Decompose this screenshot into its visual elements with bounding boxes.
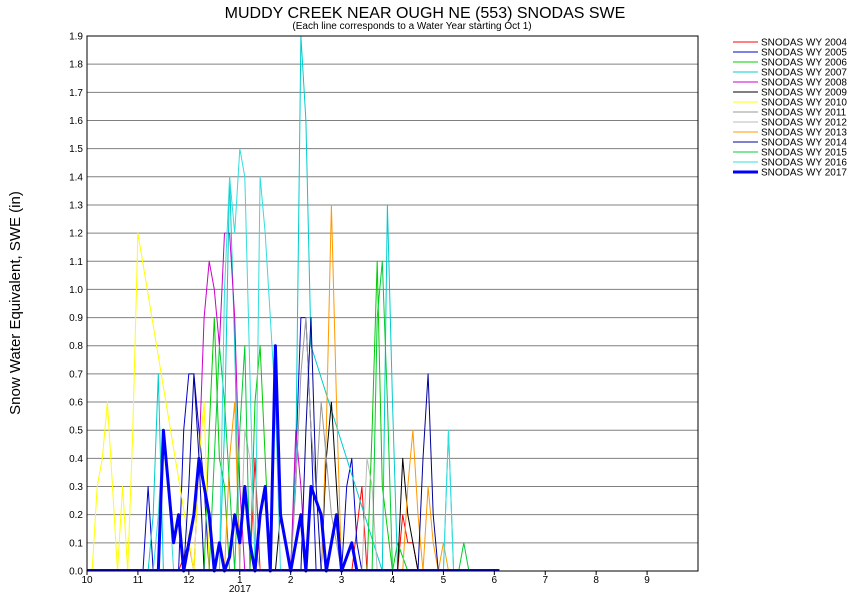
y-tick-label: 0.9 [69, 313, 83, 324]
series-line [183, 317, 439, 572]
legend-entry: SNODAS WY 2005 [761, 48, 847, 59]
legend-entry: SNODAS WY 2004 [761, 38, 847, 49]
grid-lines [87, 35, 698, 544]
legend-entry: SNODAS WY 2011 [761, 108, 847, 119]
legend-entry: SNODAS WY 2015 [761, 148, 847, 159]
y-tick-label: 1.1 [69, 257, 83, 268]
x-sublabel: 2017 [229, 584, 252, 595]
y-tick-label: 1.3 [69, 200, 83, 211]
legend-entry: SNODAS WY 2006 [761, 58, 847, 69]
y-tick-label: 0.4 [69, 454, 83, 465]
y-axis-label: Snow Water Equivalent, SWE (in) [7, 191, 24, 415]
legend-entry: SNODAS WY 2009 [761, 88, 847, 99]
series-lines [87, 35, 500, 573]
legend-entry: SNODAS WY 2016 [761, 158, 847, 169]
y-tick-label: 0.1 [69, 538, 83, 549]
legend-entry: SNODAS WY 2013 [761, 128, 847, 139]
x-tick-label: 8 [593, 575, 599, 586]
legend-entry: SNODAS WY 2010 [761, 98, 847, 109]
x-tick-label: 12 [183, 575, 195, 586]
chart-subtitle: (Each line corresponds to a Water Year s… [292, 21, 531, 32]
y-tick-label: 1.6 [69, 116, 83, 127]
plot-area [86, 35, 699, 572]
chart-title: MUDDY CREEK NEAR OUGH NE (553) SNODAS SW… [225, 5, 626, 22]
x-tick-label: 3 [339, 575, 345, 586]
y-tick-label: 0.8 [69, 341, 83, 352]
x-tick-label: 10 [81, 575, 93, 586]
y-tick-label: 1.2 [69, 229, 83, 240]
x-tick-label: 9 [644, 575, 650, 586]
y-tick-label: 0.6 [69, 398, 83, 409]
x-tick-label: 7 [542, 575, 548, 586]
x-tick-label: 11 [133, 575, 144, 586]
legend-entry: SNODAS WY 2017 [761, 168, 847, 179]
y-tick-label: 0.7 [69, 369, 83, 380]
y-tick-label: 1.5 [69, 144, 83, 155]
y-tick-label: 1.0 [69, 285, 83, 296]
legend-entry: SNODAS WY 2008 [761, 78, 847, 89]
y-tick-label: 1.8 [69, 60, 83, 71]
y-tick-label: 1.9 [69, 32, 83, 43]
legend-entry: SNODAS WY 2012 [761, 118, 847, 129]
x-tick-label: 4 [390, 575, 396, 586]
x-tick-label: 1 [237, 575, 243, 586]
y-tick-label: 0.3 [69, 482, 83, 493]
x-tick-label: 5 [441, 575, 447, 586]
x-tick-label: 2 [288, 575, 294, 586]
series-line [193, 232, 307, 572]
y-tick-label: 0.2 [69, 510, 83, 521]
y-tick-label: 1.4 [69, 172, 83, 183]
y-tick-label: 0.0 [69, 567, 83, 578]
x-tick-label: 6 [492, 575, 498, 586]
y-tick-labels: 0.0 0.1 0.2 0.3 0.4 0.5 0.6 0.7 0.8 0.9 1.0 1.1 1.2 1… [69, 32, 83, 578]
x-tick-labels: 10 11 12 1 2 3 4 5 6 7 8 9 [81, 571, 650, 586]
legend-entry: SNODAS WY 2007 [761, 68, 847, 79]
legend-entry: SNODAS WY 2014 [761, 138, 847, 149]
series-line [156, 344, 359, 573]
y-tick-label: 1.7 [69, 88, 83, 99]
y-tick-label: 0.5 [69, 426, 83, 437]
